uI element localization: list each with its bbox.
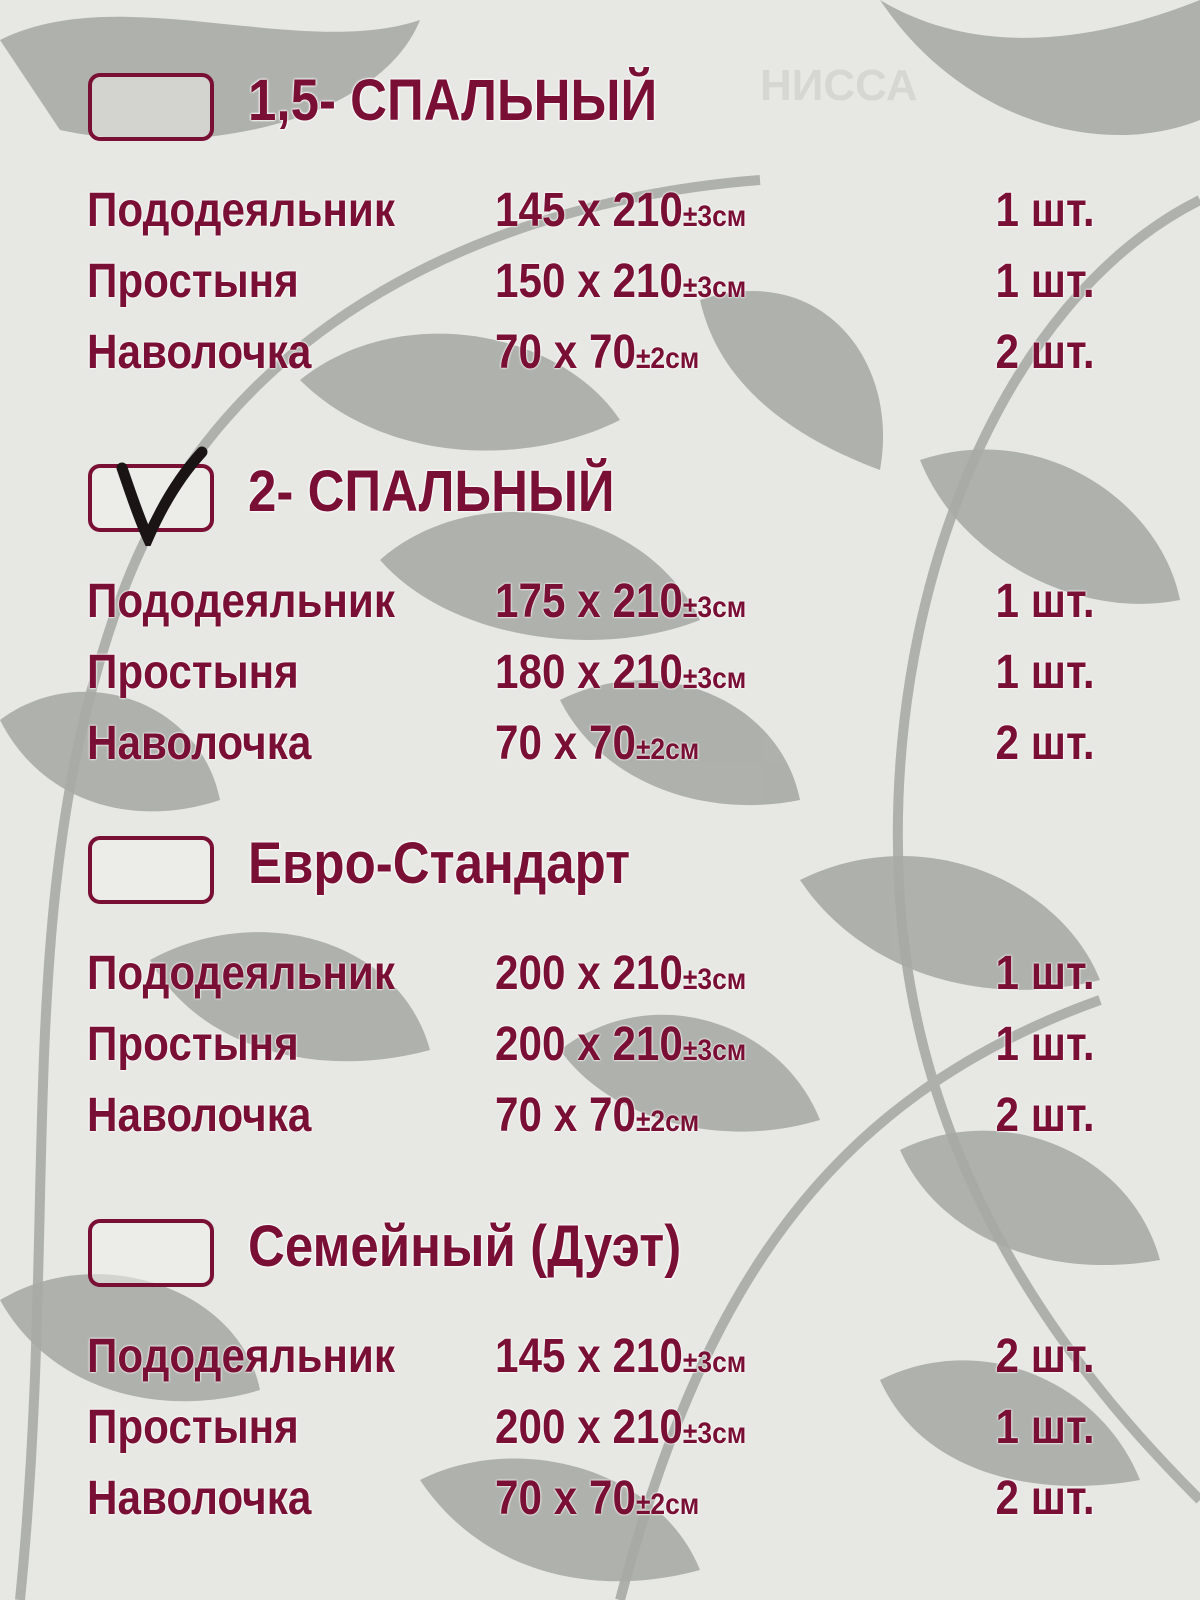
item-quantity: 2 шт. — [995, 1472, 1095, 1525]
set-title: Семейный (Дуэт) — [248, 1214, 682, 1279]
item-size: 150 x 210±3см — [495, 254, 746, 309]
item-tolerance: ±2см — [635, 1488, 700, 1521]
item-quantity: 2 шт. — [995, 717, 1095, 770]
item-dimensions: 150 x 210 — [495, 255, 683, 308]
item-tolerance: ±3см — [682, 963, 747, 996]
item-tolerance: ±2см — [635, 342, 700, 375]
item-quantity: 1 шт. — [995, 575, 1095, 628]
item-tolerance: ±3см — [682, 1417, 747, 1450]
item-name: Наволочка — [87, 717, 312, 770]
item-size: 200 x 210±3см — [495, 1017, 746, 1072]
item-size: 200 x 210±3см — [495, 946, 746, 1001]
item-name: Пододеяльник — [87, 1330, 396, 1383]
item-size: 180 x 210±3см — [495, 645, 746, 700]
item-size: 70 x 70±2см — [495, 1471, 699, 1526]
item-quantity: 1 шт. — [995, 646, 1095, 699]
item-quantity: 1 шт. — [995, 947, 1095, 1000]
item-name: Простыня — [87, 1401, 299, 1454]
item-row: Простыня 200 x 210±3см 1 шт. — [0, 1017, 1200, 1077]
size-checkbox[interactable] — [88, 1219, 214, 1287]
item-quantity: 2 шт. — [995, 326, 1095, 379]
item-tolerance: ±3см — [682, 1346, 747, 1379]
item-dimensions: 200 x 210 — [495, 1018, 683, 1071]
item-size: 70 x 70±2см — [495, 1088, 699, 1143]
item-dimensions: 180 x 210 — [495, 646, 683, 699]
item-name: Простыня — [87, 646, 299, 699]
item-quantity: 1 шт. — [995, 255, 1095, 308]
watermark-text: НИССА — [760, 61, 918, 110]
item-dimensions: 70 x 70 — [495, 1472, 636, 1525]
size-checkbox[interactable] — [88, 73, 214, 141]
item-tolerance: ±3см — [682, 591, 747, 624]
item-dimensions: 145 x 210 — [495, 1330, 683, 1383]
item-row: Наволочка 70 x 70±2см 2 шт. — [0, 1088, 1200, 1148]
size-checkbox[interactable] — [88, 836, 214, 904]
item-row: Простыня 150 x 210±3см 1 шт. — [0, 254, 1200, 314]
item-name: Простыня — [87, 1018, 299, 1071]
bedding-set-section: 2- СПАЛЬНЫЙ Пододеяльник 175 x 210±3см 1… — [0, 446, 1200, 824]
item-row: Пододеяльник 145 x 210±3см 1 шт. — [0, 183, 1200, 243]
item-tolerance: ±3см — [682, 200, 747, 233]
item-row: Наволочка 70 x 70±2см 2 шт. — [0, 716, 1200, 776]
item-name: Наволочка — [87, 1089, 312, 1142]
item-quantity: 2 шт. — [995, 1089, 1095, 1142]
item-name: Наволочка — [87, 326, 312, 379]
item-row: Пододеяльник 145 x 210±3см 2 шт. — [0, 1329, 1200, 1389]
bedding-set-section: 1,5- СПАЛЬНЫЙ Пододеяльник 145 x 210±3см… — [0, 68, 1200, 433]
set-title: 2- СПАЛЬНЫЙ — [248, 459, 615, 524]
item-size: 200 x 210±3см — [495, 1400, 746, 1455]
item-row: Простыня 180 x 210±3см 1 шт. — [0, 645, 1200, 705]
item-tolerance: ±3см — [682, 1034, 747, 1067]
item-quantity: 2 шт. — [995, 1330, 1095, 1383]
item-tolerance: ±2см — [635, 1105, 700, 1138]
item-dimensions: 175 x 210 — [495, 575, 683, 628]
item-quantity: 1 шт. — [995, 184, 1095, 237]
checkmark-icon — [116, 446, 208, 546]
item-name: Пододеяльник — [87, 575, 396, 628]
set-title: Евро-Стандарт — [248, 831, 631, 896]
bedding-set-section: Евро-Стандарт Пододеяльник 200 x 210±3см… — [0, 831, 1200, 1196]
item-quantity: 1 шт. — [995, 1018, 1095, 1071]
item-quantity: 1 шт. — [995, 1401, 1095, 1454]
item-size: 145 x 210±3см — [495, 1329, 746, 1384]
item-dimensions: 70 x 70 — [495, 1089, 636, 1142]
bedding-set-section: Семейный (Дуэт) Пододеяльник 145 x 210±3… — [0, 1214, 1200, 1579]
item-size: 145 x 210±3см — [495, 183, 746, 238]
item-dimensions: 145 x 210 — [495, 184, 683, 237]
item-tolerance: ±2см — [635, 733, 700, 766]
item-tolerance: ±3см — [682, 271, 747, 304]
item-row: Пододеяльник 200 x 210±3см 1 шт. — [0, 946, 1200, 1006]
item-dimensions: 200 x 210 — [495, 947, 683, 1000]
item-row: Пододеяльник 175 x 210±3см 1 шт. — [0, 574, 1200, 634]
item-name: Пододеяльник — [87, 947, 396, 1000]
item-size: 175 x 210±3см — [495, 574, 746, 629]
item-size: 70 x 70±2см — [495, 325, 699, 380]
item-dimensions: 70 x 70 — [495, 326, 636, 379]
set-title: 1,5- СПАЛЬНЫЙ — [248, 68, 658, 133]
item-row: Наволочка 70 x 70±2см 2 шт. — [0, 1471, 1200, 1531]
item-name: Простыня — [87, 255, 299, 308]
item-name: Наволочка — [87, 1472, 312, 1525]
item-row: Наволочка 70 x 70±2см 2 шт. — [0, 325, 1200, 385]
item-dimensions: 70 x 70 — [495, 717, 636, 770]
item-name: Пододеяльник — [87, 184, 396, 237]
item-size: 70 x 70±2см — [495, 716, 699, 771]
item-row: Простыня 200 x 210±3см 1 шт. — [0, 1400, 1200, 1460]
item-tolerance: ±3см — [682, 662, 747, 695]
item-dimensions: 200 x 210 — [495, 1401, 683, 1454]
